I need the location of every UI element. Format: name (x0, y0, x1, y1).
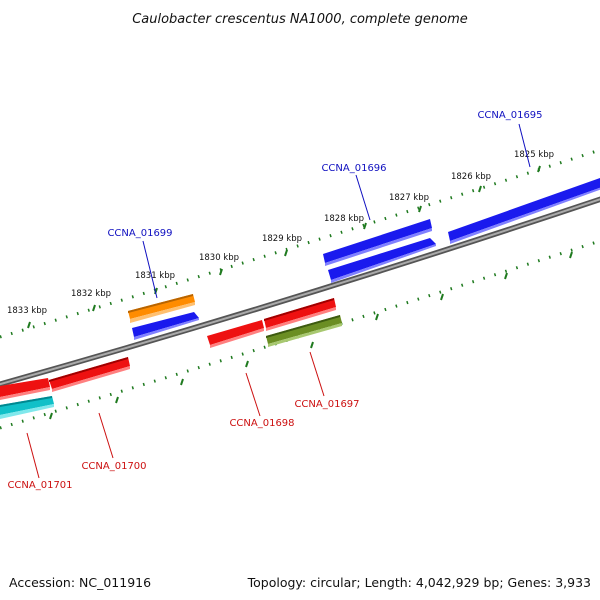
gene-label: CCNA_01701 (7, 480, 72, 491)
gene-feature (0, 396, 54, 415)
kbp-labels: 1825 kbp 1826 kbp 1827 kbp 1828 kbp 1829… (7, 150, 554, 316)
leader-lines (26, 123, 531, 479)
gene-feature (448, 178, 600, 241)
gene-feature (264, 298, 336, 328)
gene-feature (323, 219, 432, 263)
forward-features (128, 178, 600, 340)
gene-feature (266, 315, 342, 344)
genome-summary-text: Topology: circular; Length: 4,042,929 bp… (247, 575, 591, 590)
kbp-label: 1831 kbp (135, 271, 175, 281)
major-ticks (27, 165, 573, 420)
reverse-features (0, 298, 342, 419)
kbp-label: 1827 kbp (389, 193, 429, 203)
kbp-label: 1826 kbp (451, 172, 491, 182)
accession-text: Accession: NC_011916 (9, 575, 151, 590)
gene-label: CCNA_01695 (477, 110, 542, 121)
kbp-label: 1828 kbp (324, 214, 364, 224)
gene-feature (328, 238, 436, 280)
map-title: Caulobacter crescentus NA1000, complete … (132, 12, 468, 27)
kbp-label: 1825 kbp (514, 150, 554, 160)
kbp-label: 1830 kbp (199, 253, 239, 263)
gene-feature (49, 357, 130, 389)
gene-label: CCNA_01699 (107, 228, 172, 239)
kbp-label: 1832 kbp (71, 289, 111, 299)
gene-label: CCNA_01700 (81, 461, 146, 472)
kbp-label: 1829 kbp (262, 234, 302, 244)
gene-label: CCNA_01698 (229, 418, 294, 429)
gene-feature (128, 294, 195, 319)
gene-feature (132, 312, 199, 337)
gene-feature (0, 378, 50, 397)
gene-feature (207, 320, 264, 345)
gene-label: CCNA_01696 (321, 163, 386, 174)
gene-label: CCNA_01697 (294, 399, 359, 410)
kbp-label: 1833 kbp (7, 306, 47, 316)
gene-labels: CCNA_01695 CCNA_01696 CCNA_01699 CCNA_01… (7, 110, 542, 491)
